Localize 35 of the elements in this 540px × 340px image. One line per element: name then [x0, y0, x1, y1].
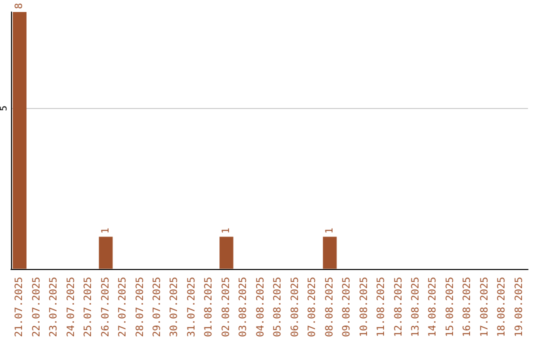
x-tick-label: 08.08.2025 [324, 276, 336, 338]
x-tick-label: 03.08.2025 [238, 276, 250, 338]
x-tick-label: 07.08.2025 [307, 276, 318, 338]
x-tick-label: 13.08.2025 [410, 276, 422, 338]
x-tick-label: 22.07.2025 [31, 276, 42, 338]
x-tick-label: 21.07.2025 [14, 276, 26, 338]
x-tick-label: 05.08.2025 [272, 276, 284, 338]
x-tick-label: 27.07.2025 [118, 276, 129, 338]
x-tick-label: 28.07.2025 [134, 276, 146, 338]
x-tick-label: 09.08.2025 [342, 276, 353, 338]
x-tick-label: 02.08.2025 [220, 276, 232, 338]
x-tick-label: 14.08.2025 [428, 276, 439, 338]
x-tick-label: 30.07.2025 [169, 276, 180, 338]
x-tick-label: 24.07.2025 [66, 276, 77, 338]
data-label: 8 [14, 2, 26, 9]
x-tick-label: 23.07.2025 [48, 276, 60, 338]
x-tick-label: 16.08.2025 [462, 276, 474, 338]
x-tick-label: 01.08.2025 [204, 276, 215, 338]
x-tick-label: 04.08.2025 [255, 276, 266, 338]
x-tick-label: 26.07.2025 [100, 276, 112, 338]
x-tick-label: 31.07.2025 [186, 276, 198, 338]
data-label: 1 [100, 228, 112, 234]
x-tick-label: 15.08.2025 [444, 276, 456, 338]
x-tick-label: 11.08.2025 [376, 276, 388, 338]
x-tick-label: 18.08.2025 [496, 276, 508, 338]
y-tick-label: 5 [0, 106, 10, 112]
x-tick-label: 19.08.2025 [514, 276, 525, 338]
x-tick-label: 10.08.2025 [358, 276, 370, 338]
data-label: 1 [220, 228, 232, 234]
data-label: 1 [324, 228, 336, 234]
x-tick-label: 25.07.2025 [83, 276, 94, 338]
x-tick-label: 17.08.2025 [479, 276, 490, 338]
x-tick-label: 12.08.2025 [393, 276, 404, 338]
x-tick-label: 29.07.2025 [152, 276, 163, 338]
x-tick-label: 06.08.2025 [290, 276, 301, 338]
